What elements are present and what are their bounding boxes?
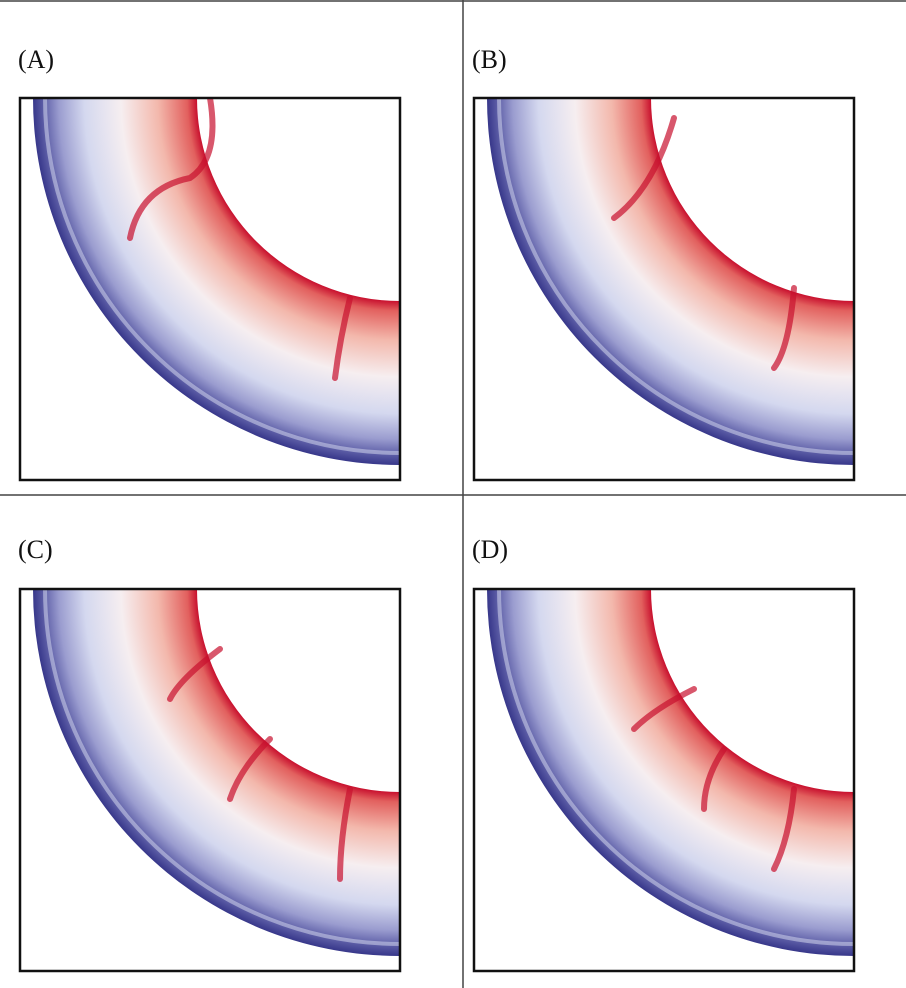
panel-label: (C): [18, 535, 53, 564]
annulus-group: [487, 98, 854, 465]
panel-image: [20, 98, 400, 480]
page: (A)(B)(C)(D) (() => { const data = JSON.…: [0, 0, 906, 988]
annulus: [487, 98, 854, 465]
annulus-group: [33, 98, 400, 465]
annulus: [487, 589, 854, 956]
panel-label: (D): [472, 535, 508, 564]
panel-image: [474, 98, 854, 480]
annulus: [33, 589, 400, 956]
panel-label: (B): [472, 45, 507, 74]
annulus-group: [33, 589, 400, 956]
annulus: [33, 98, 400, 465]
figure: (A) (B) (C) (D): [0, 0, 906, 988]
panel-image: [20, 589, 400, 971]
panel-image: [474, 589, 854, 971]
annulus-group: [487, 589, 854, 956]
panel-label: (A): [18, 45, 54, 74]
